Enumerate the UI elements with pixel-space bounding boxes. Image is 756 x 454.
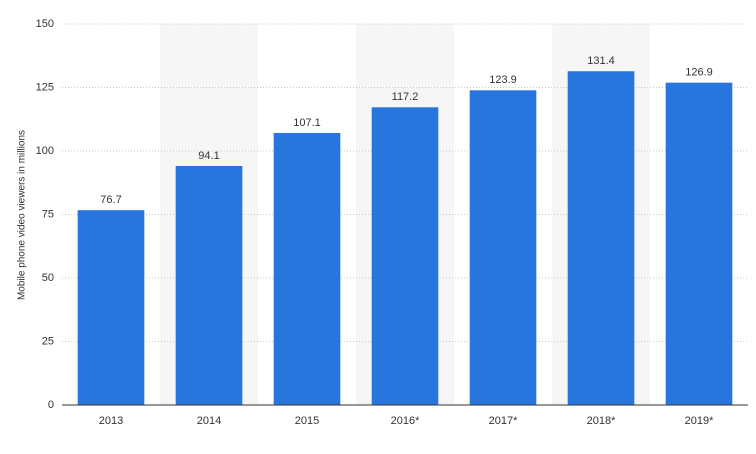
y-tick-label: 75 bbox=[42, 208, 54, 220]
bar bbox=[567, 71, 635, 405]
bar bbox=[469, 90, 537, 405]
y-tick-label: 0 bbox=[48, 399, 54, 411]
value-label: 107.1 bbox=[293, 117, 321, 129]
x-tick-label: 2014 bbox=[197, 415, 221, 427]
x-tick-label: 2017* bbox=[489, 415, 518, 427]
x-tick-label: 2013 bbox=[99, 415, 123, 427]
y-tick-label: 25 bbox=[42, 335, 54, 347]
value-label: 123.9 bbox=[489, 74, 517, 86]
value-label: 131.4 bbox=[587, 55, 615, 67]
value-label: 76.7 bbox=[100, 194, 121, 206]
x-tick-label: 2016* bbox=[391, 415, 420, 427]
bar bbox=[273, 132, 341, 405]
y-tick-label: 150 bbox=[36, 18, 54, 30]
bar bbox=[371, 107, 439, 405]
value-label: 94.1 bbox=[198, 150, 219, 162]
x-tick-label: 2018* bbox=[587, 415, 616, 427]
value-label: 126.9 bbox=[685, 67, 713, 79]
y-tick-label: 50 bbox=[42, 272, 54, 284]
x-tick-label: 2015 bbox=[295, 415, 319, 427]
bar bbox=[665, 82, 733, 405]
bar bbox=[175, 165, 243, 405]
x-tick-label: 2019* bbox=[685, 415, 714, 427]
value-label: 117.2 bbox=[392, 91, 419, 103]
y-tick-label: 125 bbox=[36, 81, 54, 93]
y-tick-label: 100 bbox=[36, 145, 54, 157]
bar bbox=[77, 210, 145, 405]
y-axis-label: Mobile phone video viewers in millions bbox=[17, 130, 28, 300]
